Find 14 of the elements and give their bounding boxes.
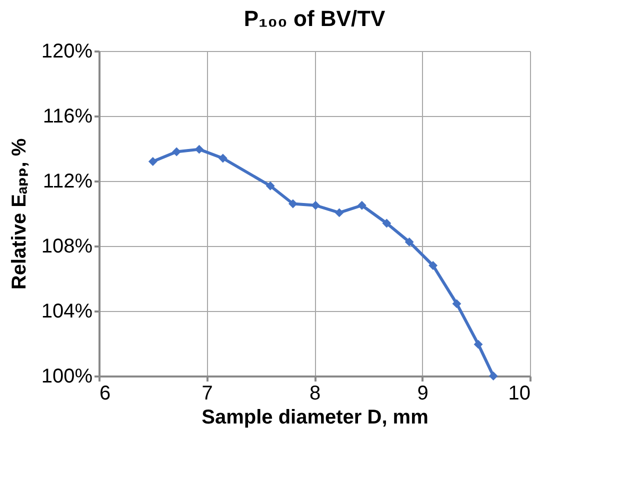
y-tick-label: 112% bbox=[42, 170, 93, 192]
x-tick-label: 8 bbox=[309, 382, 321, 404]
x-tick-label: 10 bbox=[508, 382, 530, 404]
x-tick-label: 6 bbox=[100, 382, 111, 404]
y-tick-label: 108% bbox=[41, 236, 93, 258]
x-tick-label: 7 bbox=[202, 382, 213, 404]
x-tick-label: 9 bbox=[417, 382, 428, 404]
chart-title: P₁₀₀ of BV/TV bbox=[244, 6, 386, 31]
y-tick-label: 100% bbox=[41, 366, 93, 388]
y-tick-label: 116% bbox=[42, 106, 93, 128]
y-axis-title: Relative Eₐₚₚ, % bbox=[8, 138, 30, 290]
x-axis-title: Sample diameter D, mm bbox=[202, 406, 428, 428]
y-tick-label: 120% bbox=[41, 40, 93, 62]
y-tick-label: 104% bbox=[41, 300, 93, 322]
